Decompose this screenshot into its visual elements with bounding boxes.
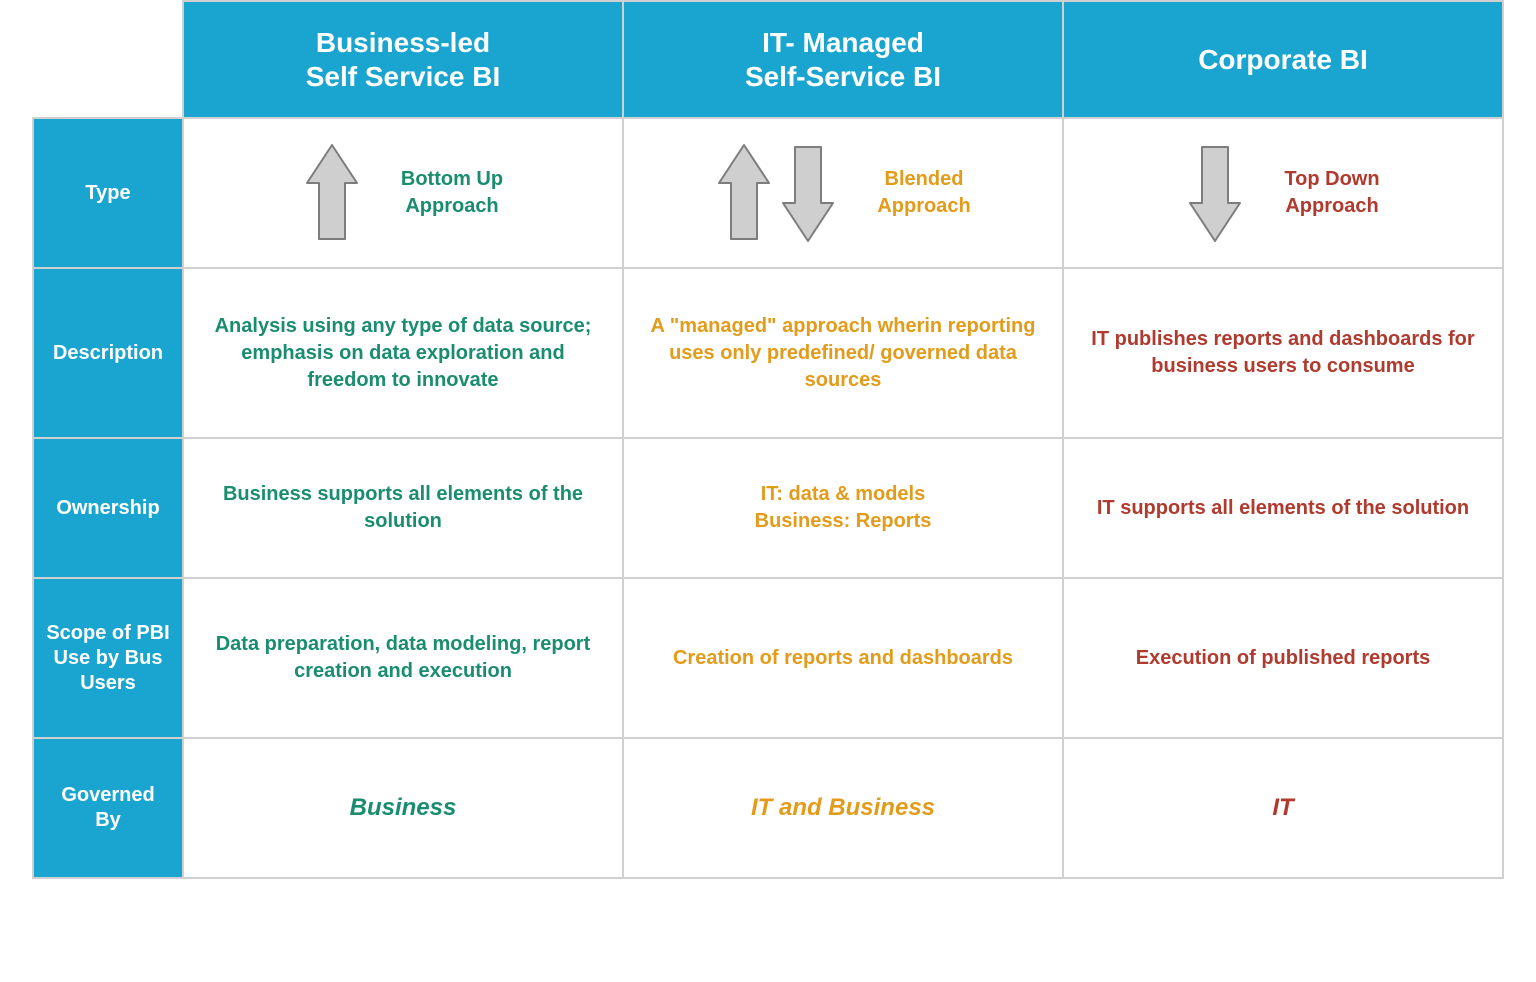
rowheader-type: Type: [33, 118, 183, 268]
header-row: Business-led Self Service BI IT- Managed…: [33, 1, 1503, 118]
ownership-line: IT: data & models: [648, 481, 1038, 508]
row-scope: Scope of PBI Use by Bus Users Data prepa…: [33, 578, 1503, 738]
rowheader-governed: Governed By: [33, 738, 183, 878]
arrow-group: [1186, 143, 1244, 243]
cell-type-col1: Bottom Up Approach: [183, 118, 623, 268]
arrow-down-icon: [1186, 143, 1244, 243]
cell-gov-col1: Business: [183, 738, 623, 878]
colheader-text: Corporate BI: [1088, 43, 1478, 77]
bi-comparison-table: Business-led Self Service BI IT- Managed…: [32, 0, 1504, 879]
cell-scope-col3: Execution of published reports: [1063, 578, 1503, 738]
cell-desc-col3: IT publishes reports and dashboards for …: [1063, 268, 1503, 438]
type-label: Approach: [401, 193, 503, 220]
colheader-text: Business-led: [208, 26, 598, 60]
cell-scope-col2: Creation of reports and dashboards: [623, 578, 1063, 738]
rowheader-scope: Scope of PBI Use by Bus Users: [33, 578, 183, 738]
type-label: Top Down: [1284, 166, 1379, 193]
type-label: Blended: [877, 166, 970, 193]
colheader-business-led: Business-led Self Service BI: [183, 1, 623, 118]
cell-scope-col1: Data preparation, data modeling, report …: [183, 578, 623, 738]
type-label: Approach: [1284, 193, 1379, 220]
rowheader-line: Users: [42, 671, 174, 696]
row-ownership: Ownership Business supports all elements…: [33, 438, 1503, 578]
rowheader-ownership: Ownership: [33, 438, 183, 578]
rowheader-line: Use by Bus: [42, 646, 174, 671]
rowheader-line: By: [42, 808, 174, 833]
corner-cell: [33, 1, 183, 118]
row-description: Description Analysis using any type of d…: [33, 268, 1503, 438]
cell-own-col1: Business supports all elements of the so…: [183, 438, 623, 578]
colheader-text: Self Service BI: [208, 60, 598, 94]
cell-type-col3: Top Down Approach: [1063, 118, 1503, 268]
row-governed: Governed By Business IT and Business IT: [33, 738, 1503, 878]
colheader-it-managed: IT- Managed Self-Service BI: [623, 1, 1063, 118]
cell-gov-col2: IT and Business: [623, 738, 1063, 878]
cell-own-col2: IT: data & models Business: Reports: [623, 438, 1063, 578]
row-type: Type Bottom Up Approach Blended Approach: [33, 118, 1503, 268]
rowheader-description: Description: [33, 268, 183, 438]
colheader-text: IT- Managed: [648, 26, 1038, 60]
cell-own-col3: IT supports all elements of the solution: [1063, 438, 1503, 578]
cell-desc-col2: A "managed" approach wherin reporting us…: [623, 268, 1063, 438]
ownership-line: Business: Reports: [648, 508, 1038, 535]
cell-type-col2: Blended Approach: [623, 118, 1063, 268]
arrow-down-icon: [779, 143, 837, 243]
colheader-text: Self-Service BI: [648, 60, 1038, 94]
arrow-up-icon: [715, 143, 773, 243]
rowheader-line: Governed: [42, 783, 174, 808]
type-label: Approach: [877, 193, 970, 220]
arrow-group: [303, 143, 361, 243]
colheader-corporate: Corporate BI: [1063, 1, 1503, 118]
type-label: Bottom Up: [401, 166, 503, 193]
rowheader-line: Scope of PBI: [42, 621, 174, 646]
cell-gov-col3: IT: [1063, 738, 1503, 878]
arrow-up-icon: [303, 143, 361, 243]
arrow-group: [715, 143, 837, 243]
cell-desc-col1: Analysis using any type of data source; …: [183, 268, 623, 438]
